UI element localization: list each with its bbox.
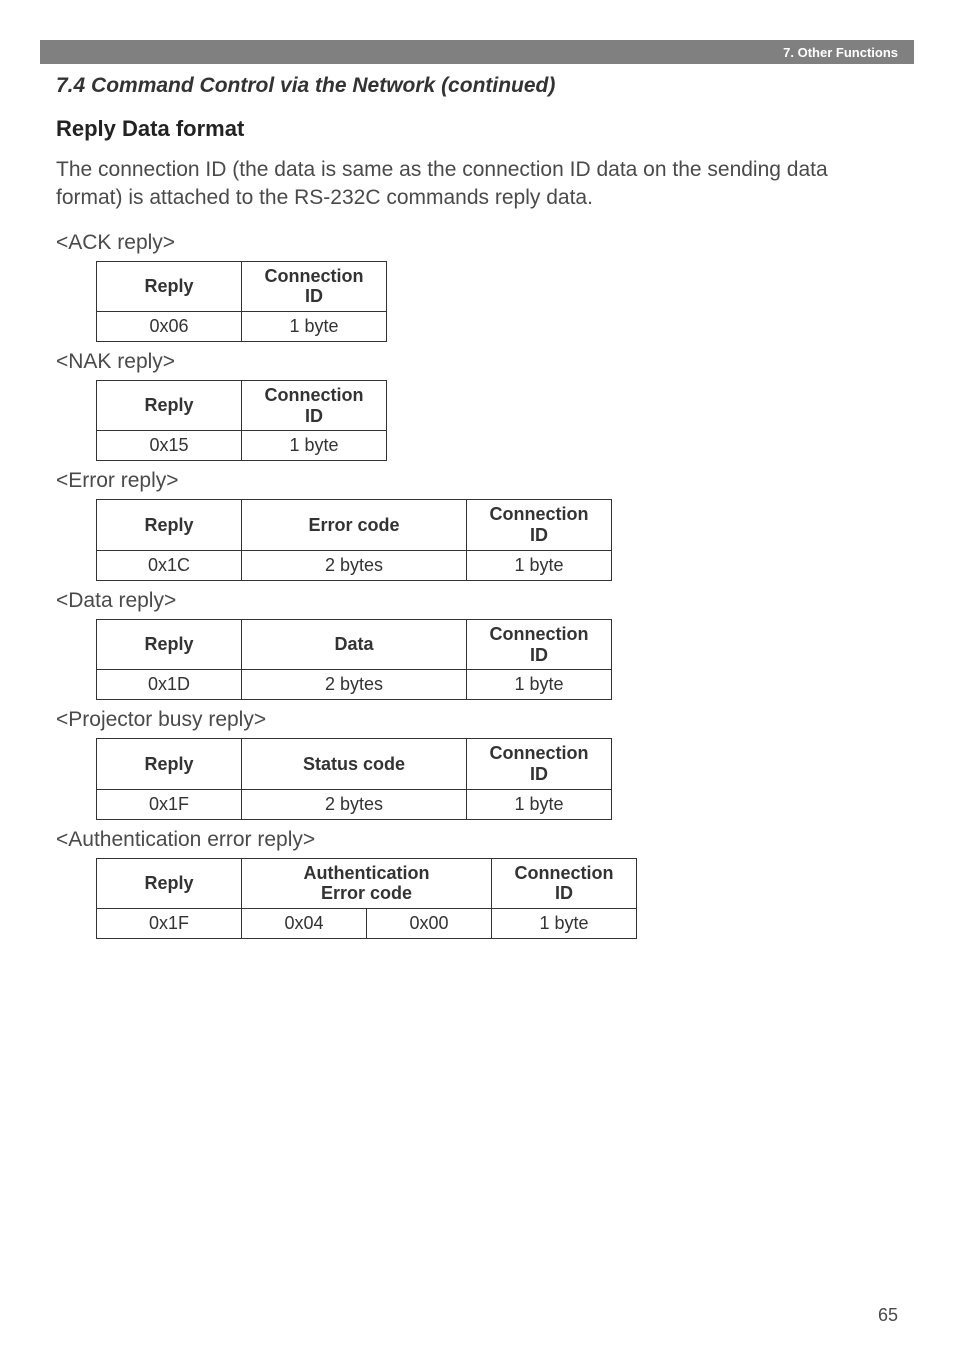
ack-label: <ACK reply> (56, 231, 898, 255)
error-table: Reply Error code Connection ID 0x1C 2 by… (96, 499, 612, 580)
nak-table: Reply Connection ID 0x15 1 byte (96, 380, 387, 461)
chapter-banner: 7. Other Functions (40, 40, 914, 64)
data-cell-reply: 0x1D (97, 670, 242, 700)
error-cell-reply: 0x1C (97, 550, 242, 580)
busy-header-conn: Connection ID (467, 739, 612, 789)
ack-header-reply: Reply (97, 261, 242, 311)
ack-header-conn: Connection ID (242, 261, 387, 311)
auth-label: <Authentication error reply> (56, 828, 898, 852)
data-cell-conn: 1 byte (467, 670, 612, 700)
ack-cell-conn: 1 byte (242, 312, 387, 342)
nak-cell-reply: 0x15 (97, 431, 242, 461)
data-label: <Data reply> (56, 589, 898, 613)
auth-cell-conn: 1 byte (492, 908, 637, 938)
nak-label: <NAK reply> (56, 350, 898, 374)
page-number: 65 (878, 1305, 898, 1326)
auth-header-conn: Connection ID (492, 858, 637, 908)
auth-cell-auth2: 0x00 (367, 908, 492, 938)
data-cell-data: 2 bytes (242, 670, 467, 700)
busy-table: Reply Status code Connection ID 0x1F 2 b… (96, 738, 612, 819)
busy-cell-status: 2 bytes (242, 789, 467, 819)
error-cell-code: 2 bytes (242, 550, 467, 580)
nak-header-reply: Reply (97, 381, 242, 431)
nak-cell-conn: 1 byte (242, 431, 387, 461)
section-title: 7.4 Command Control via the Network (con… (56, 74, 898, 98)
auth-header-reply: Reply (97, 858, 242, 908)
error-label: <Error reply> (56, 469, 898, 493)
data-table: Reply Data Connection ID 0x1D 2 bytes 1 … (96, 619, 612, 700)
page-container: 7. Other Functions 7.4 Command Control v… (0, 0, 954, 1350)
intro-paragraph: The connection ID (the data is same as t… (56, 156, 898, 213)
error-header-conn: Connection ID (467, 500, 612, 550)
chapter-banner-text: 7. Other Functions (783, 45, 898, 60)
busy-cell-reply: 0x1F (97, 789, 242, 819)
auth-cell-reply: 0x1F (97, 908, 242, 938)
error-header-code: Error code (242, 500, 467, 550)
data-header-conn: Connection ID (467, 619, 612, 669)
nak-header-conn: Connection ID (242, 381, 387, 431)
error-header-reply: Reply (97, 500, 242, 550)
ack-table: Reply Connection ID 0x06 1 byte (96, 261, 387, 342)
data-header-reply: Reply (97, 619, 242, 669)
busy-cell-conn: 1 byte (467, 789, 612, 819)
busy-header-reply: Reply (97, 739, 242, 789)
auth-cell-auth1: 0x04 (242, 908, 367, 938)
data-header-data: Data (242, 619, 467, 669)
busy-header-status: Status code (242, 739, 467, 789)
sub-heading: Reply Data format (56, 116, 898, 142)
auth-table: Reply Authentication Error code Connecti… (96, 858, 637, 939)
error-cell-conn: 1 byte (467, 550, 612, 580)
ack-cell-reply: 0x06 (97, 312, 242, 342)
busy-label: <Projector busy reply> (56, 708, 898, 732)
auth-header-auth: Authentication Error code (242, 858, 492, 908)
